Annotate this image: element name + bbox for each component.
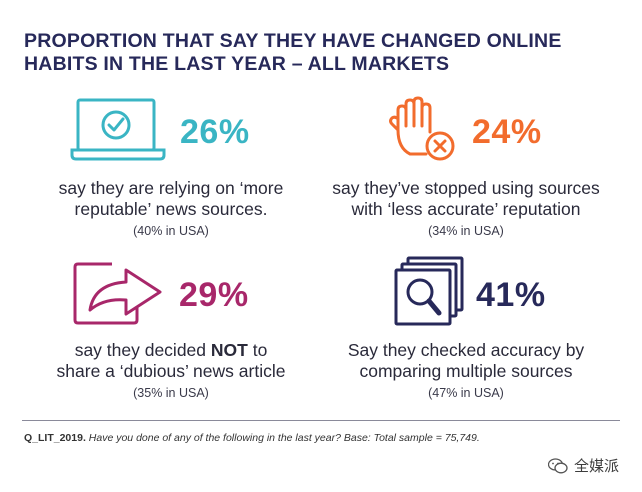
stat-description-1: say they are relying on ‘more reputable’… [25,178,317,240]
footnote: Q_LIT_2019. Have you done of any of the … [24,431,480,445]
stat-1-line-1: say they are relying on ‘more [58,178,284,198]
footnote-code: Q_LIT_2019. [24,432,86,444]
stat-percent-2: 24% [472,113,542,151]
stat-description-3: say they decided NOT to share a ‘dubious… [25,340,317,402]
stat-description-4: Say they checked accuracy by comparing m… [318,340,614,402]
stat-2-line-1: say they’ve stopped using sources [332,178,600,198]
stat-percent-1: 26% [180,113,250,151]
stat-1-usa: (40% in USA) [133,224,209,238]
wechat-icon [548,457,568,473]
share-arrow-icon [73,262,162,325]
stat-3-usa: (35% in USA) [133,386,209,400]
stat-3-line-2: share a ‘dubious’ news article [56,361,286,381]
footnote-divider [22,420,620,421]
watermark-text: 全媒派 [574,458,620,475]
stat-4-line-1: Say they checked accuracy by [347,340,585,360]
hand-stop-icon [389,96,455,161]
footnote-text: Have you done of any of the following in… [85,432,480,444]
stat-1-line-2: reputable’ news sources. [74,199,268,219]
magnify-documents-icon [394,256,464,326]
stat-percent-4: 41% [476,276,546,314]
page-title: PROPORTION THAT SAY THEY HAVE CHANGED ON… [24,30,624,76]
stat-4-line-2: comparing multiple sources [359,361,573,381]
title-line-1: PROPORTION THAT SAY THEY HAVE CHANGED ON… [24,30,562,52]
stat-3-line-1-post: to [247,340,268,360]
laptop-check-icon [70,98,166,161]
stat-description-2: say they’ve stopped using sources with ‘… [318,178,614,240]
stat-2-line-2: with ‘less accurate’ reputation [351,199,581,219]
stat-3-line-1: say they decided NOT to [25,340,317,361]
stat-3-line-1-bold: NOT [210,340,248,360]
watermark: 全媒派 [548,455,619,476]
stat-4-usa: (47% in USA) [428,386,504,400]
stat-percent-3: 29% [179,276,249,314]
stat-3-line-1-pre: say they decided [74,340,211,360]
title-line-2: HABITS IN THE LAST YEAR – ALL MARKETS [24,53,450,75]
stat-2-usa: (34% in USA) [428,224,504,238]
